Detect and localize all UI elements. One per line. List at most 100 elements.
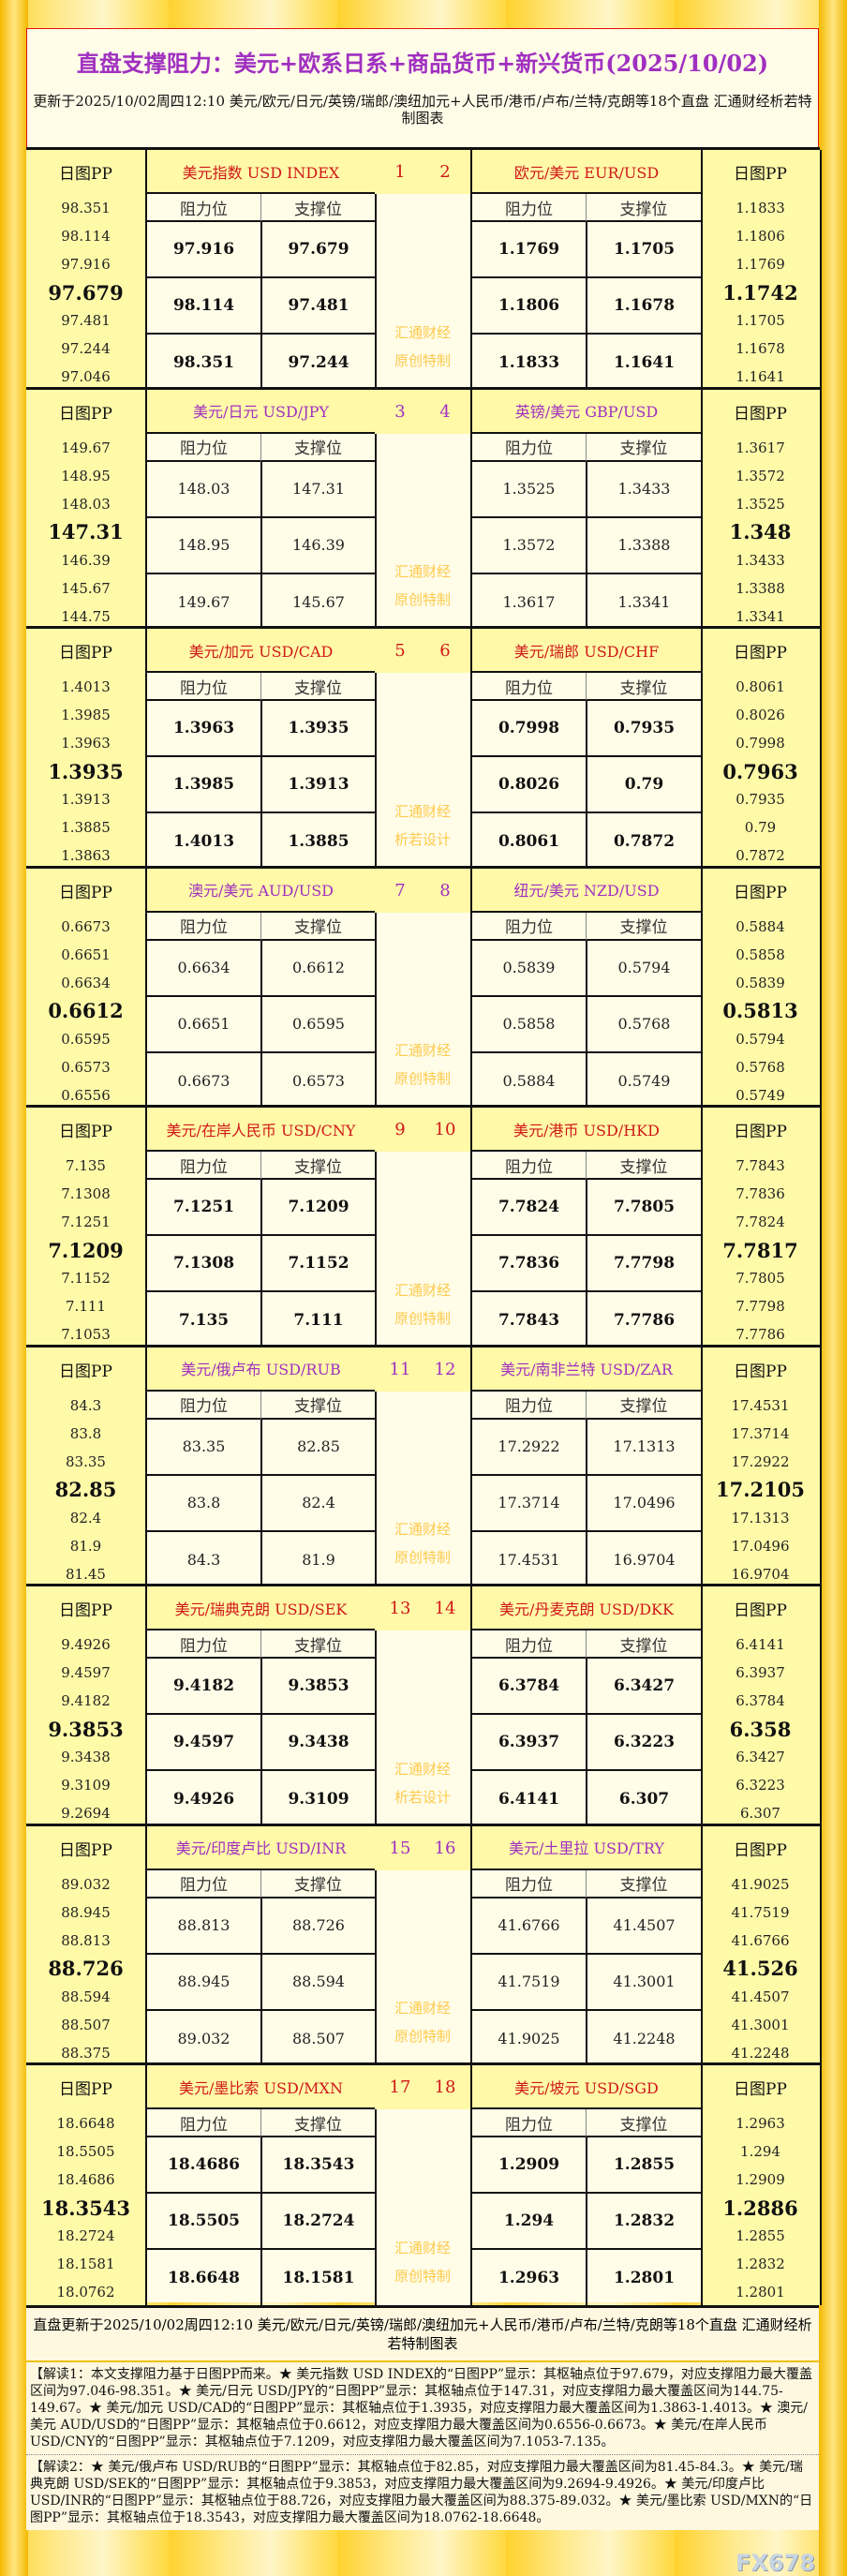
pp-level: 41.6766 (731, 1931, 790, 1949)
pp-level: 88.594 (61, 1988, 111, 2005)
support-value: 1.3885 (260, 813, 375, 870)
watermark-line2: 原创特制 (394, 1309, 451, 1327)
resistance-value: 0.6651 (145, 996, 260, 1053)
resistance-value: 18.4686 (145, 2137, 260, 2194)
pp-level: 81.45 (66, 1565, 106, 1583)
pp-level: 0.6556 (61, 1086, 111, 1104)
support-value: 41.2248 (586, 2010, 701, 2067)
pp-level: 148.03 (61, 495, 111, 513)
pp-level: 1.3617 (736, 439, 785, 456)
pp-level: 88.507 (61, 2016, 111, 2033)
number-header (375, 389, 470, 434)
pp-level: 1.3341 (736, 607, 785, 625)
resistance-value: 18.5505 (145, 2194, 260, 2250)
resistance-value: 1.1769 (470, 222, 586, 278)
pp-level: 1.3388 (736, 579, 785, 597)
pair-number-right: 18 (434, 2077, 456, 2097)
pp-header: 日图PP (734, 1840, 787, 1860)
pp-level: 7.1152 (61, 1270, 111, 1287)
support-value: 7.1152 (260, 1236, 375, 1292)
support-value: 1.1678 (586, 278, 701, 335)
pp-level: 84.3 (69, 1396, 102, 1414)
watermark-line1: 汇通财经 (394, 1521, 451, 1538)
pp-level: 88.375 (61, 2044, 111, 2062)
pp-level: 6.4141 (736, 1636, 785, 1653)
pair-number-left: 17 (389, 2077, 411, 2097)
support-value: 0.79 (586, 757, 701, 813)
resistance-value: 1.2963 (470, 2250, 586, 2306)
pp-level: 7.7805 (736, 1270, 785, 1287)
resistance-value: 41.9025 (470, 2010, 586, 2067)
watermark-line2: 析若设计 (394, 1788, 451, 1806)
pp-level: 1.1806 (736, 228, 785, 245)
resistance-header: 阻力位 (470, 433, 586, 462)
pp-level: 0.79 (744, 819, 777, 836)
pair-number-right: 10 (434, 1120, 456, 1139)
number-header (375, 1108, 470, 1152)
resistance-value: 1.294 (470, 2194, 586, 2250)
support-value: 97.244 (260, 335, 375, 391)
resistance-header: 阻力位 (470, 194, 586, 222)
resistance-value: 0.6634 (145, 940, 260, 997)
pp-level: 17.3714 (731, 1424, 790, 1442)
resistance-header: 阻力位 (145, 673, 260, 701)
support-header: 支撑位 (586, 194, 701, 222)
right-border (820, 1586, 822, 1826)
support-value: 1.3935 (260, 701, 375, 757)
resistance-header: 阻力位 (145, 912, 260, 941)
watermark-line2: 原创特制 (394, 1549, 451, 1566)
number-header (375, 1347, 470, 1392)
pp-header: 日图PP (734, 1601, 787, 1620)
pp-level: 0.5839 (736, 974, 785, 991)
support-value: 7.7798 (586, 1236, 701, 1292)
support-header: 支撑位 (260, 912, 375, 941)
pp-header: 日图PP (59, 883, 112, 902)
pp-level: 0.6634 (61, 974, 111, 991)
pp-column-bg (26, 1586, 145, 1826)
interpretation-2: 【解读2：★ 美元/俄卢布 USD/RUB的“日图PP”显示：其枢轴点位于82.… (30, 2460, 813, 2525)
support-value: 18.3543 (260, 2137, 375, 2194)
resistance-value: 41.6766 (470, 1898, 586, 1955)
watermark-line1: 汇通财经 (394, 2239, 451, 2256)
pp-header: 日图PP (734, 165, 787, 184)
support-value: 1.3341 (586, 573, 701, 631)
pp-level: 9.4597 (61, 1664, 111, 1681)
pivot-value: 1.2886 (722, 2196, 798, 2220)
resistance-value: 1.3572 (470, 517, 586, 574)
pair-title: 英镑/美元 GBP/USD (470, 389, 701, 434)
watermark-line1: 汇通财经 (394, 1042, 451, 1059)
watermark-line1: 汇通财经 (394, 1760, 451, 1778)
pp-level: 0.6673 (61, 917, 111, 935)
pair-title: 纽元/美元 NZD/USD (470, 868, 701, 913)
support-value: 0.5768 (586, 996, 701, 1053)
frame-right (819, 0, 847, 2576)
support-value: 7.111 (260, 1292, 375, 1348)
resistance-value: 9.4597 (145, 1715, 260, 1771)
support-value: 41.3001 (586, 1954, 701, 2011)
support-header: 支撑位 (586, 433, 701, 462)
pp-level: 81.9 (69, 1537, 102, 1555)
resistance-value: 7.135 (145, 1292, 260, 1348)
pair-title: 美元/加元 USD/CAD (145, 629, 375, 673)
pp-level: 98.351 (61, 200, 111, 216)
resistance-value: 97.916 (145, 222, 260, 278)
pp-level: 7.1053 (61, 1326, 111, 1343)
pivot-value: 88.726 (48, 1957, 124, 1980)
pp-header: 日图PP (734, 2080, 787, 2099)
resistance-value: 1.3525 (470, 461, 586, 518)
pivot-value: 9.3853 (48, 1717, 124, 1741)
support-value: 7.1209 (260, 1180, 375, 1236)
support-value: 6.3223 (586, 1715, 701, 1771)
pp-level: 7.7786 (736, 1326, 785, 1343)
pp-level: 0.7872 (736, 847, 785, 864)
resistance-value: 7.7824 (470, 1180, 586, 1236)
pp-level: 149.67 (61, 439, 111, 456)
right-border (820, 1347, 822, 1587)
pp-level: 9.2694 (61, 1805, 111, 1822)
pp-header: 日图PP (59, 1840, 112, 1860)
support-header: 支撑位 (260, 1391, 375, 1420)
pp-level: 7.1251 (61, 1214, 111, 1230)
support-header: 支撑位 (260, 1869, 375, 1898)
resistance-value: 6.3784 (470, 1659, 586, 1715)
pp-header: 日图PP (59, 1123, 112, 1141)
